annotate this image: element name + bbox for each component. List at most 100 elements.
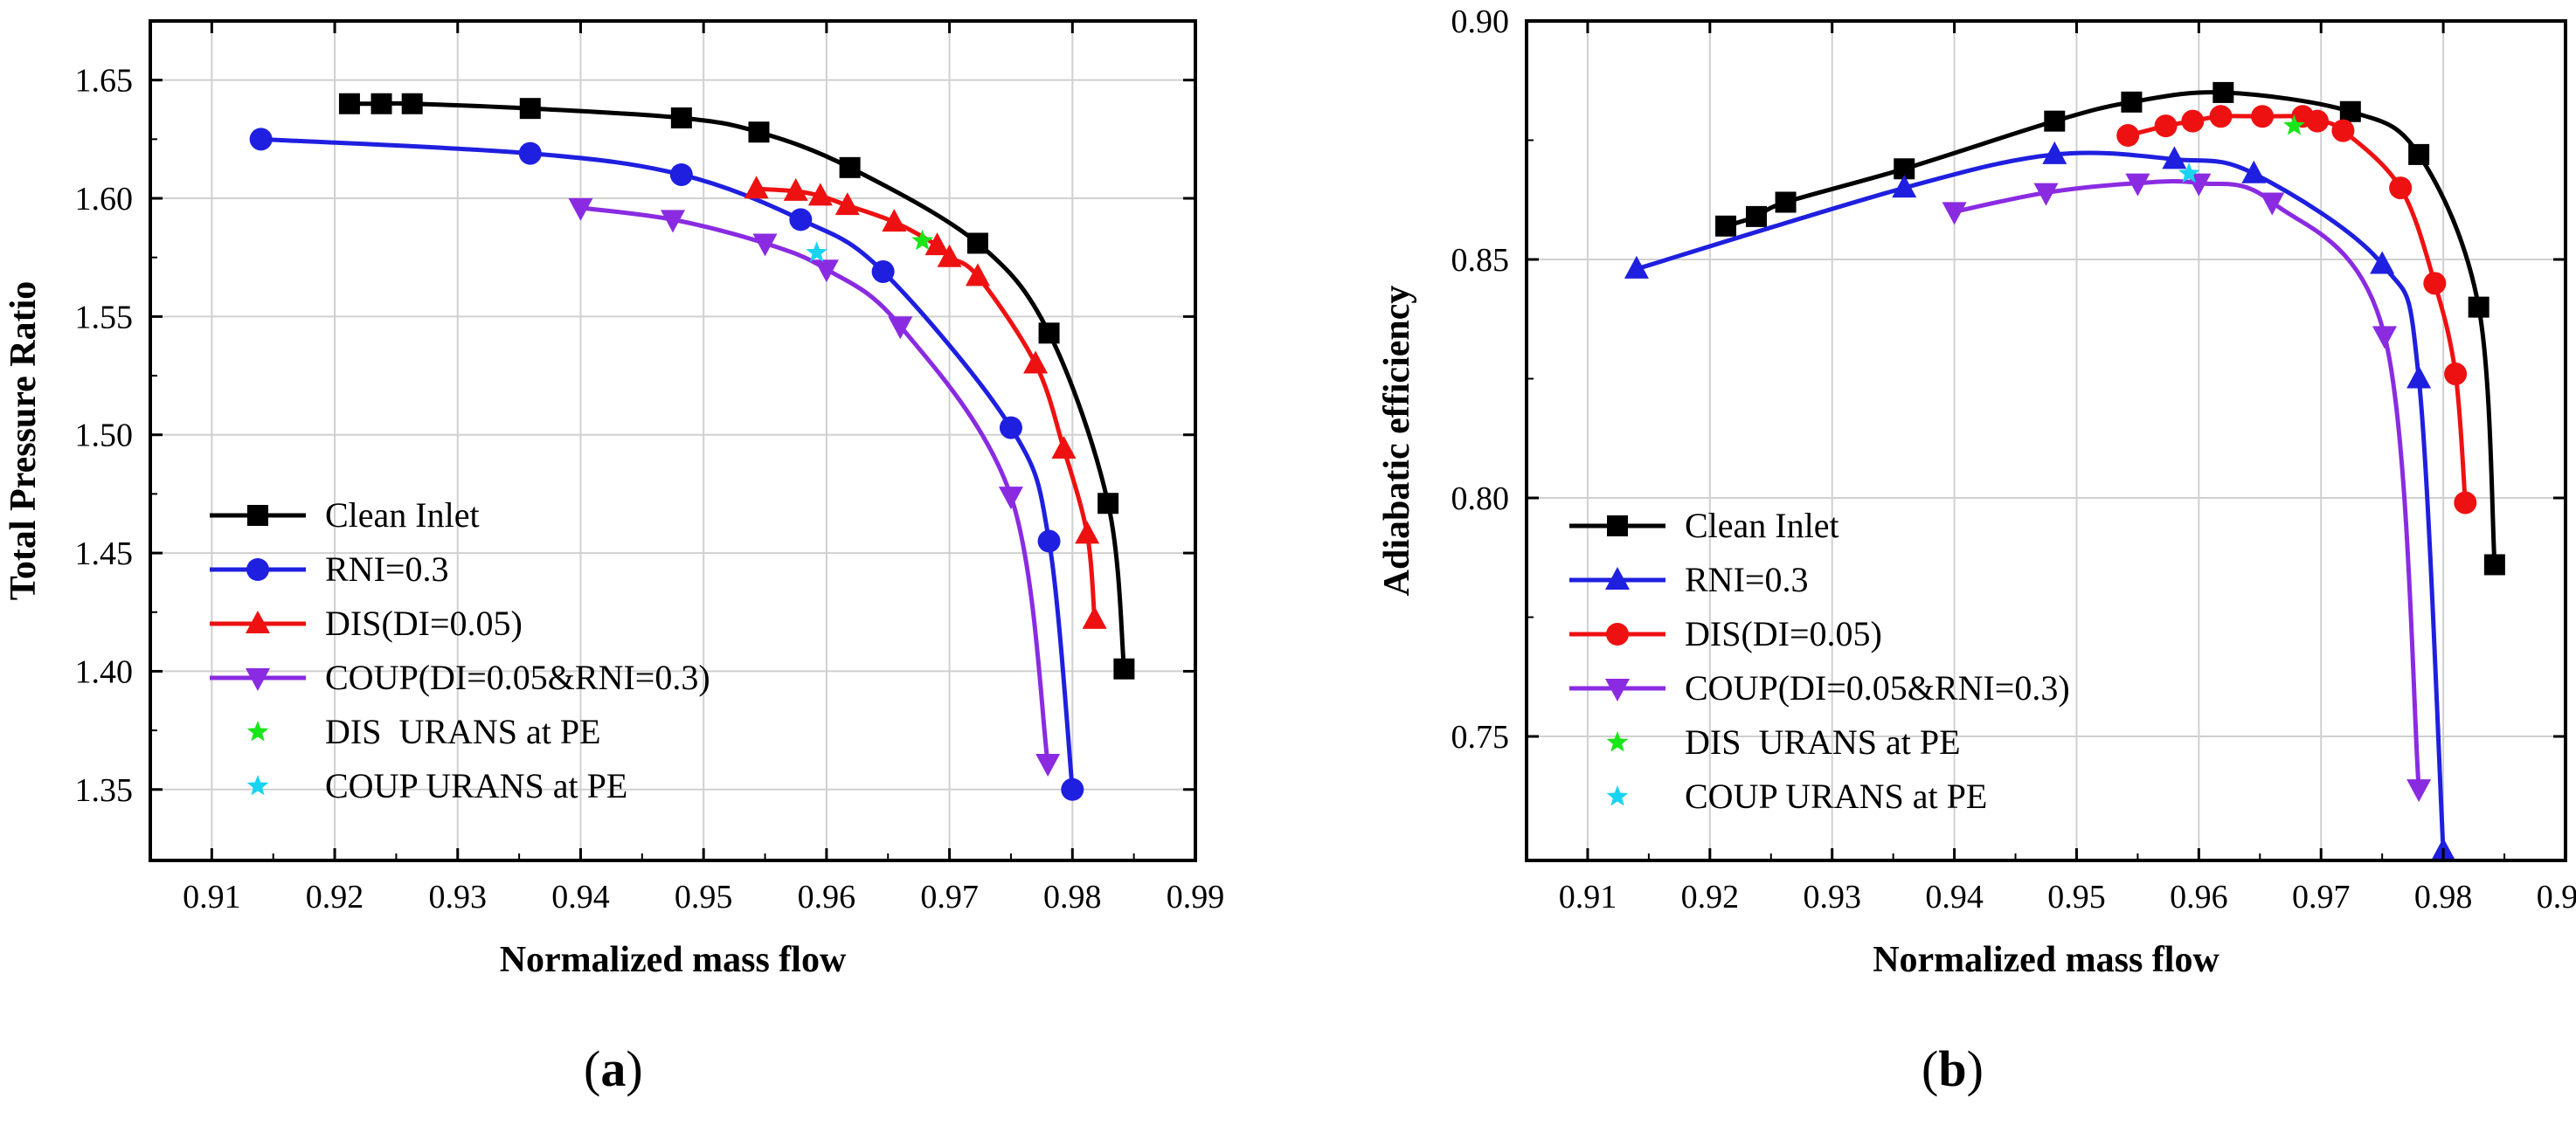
panel-b-point-clean-inlet-9	[2468, 296, 2489, 318]
panel-a-point-coup-di-0-05-rni-0-3-3	[814, 259, 839, 283]
panel-a-point-clean-inlet-2	[401, 93, 423, 114]
panel-a-legend-item-coup-di-0-05-rni-0-3: COUP(DI=0.05&RNI=0.3)	[210, 658, 710, 697]
panel-b-legend-marker-rni-0-3	[1605, 567, 1630, 590]
panel-b-legend-marker-coup-urans-at-pe	[1606, 785, 1629, 806]
panel-b-point-clean-inlet-8	[2408, 143, 2430, 165]
panel-b-point-rni-0-3-2	[2042, 141, 2067, 164]
panel-b-legend-label-coup-di-0-05-rni-0-3: COUP(DI=0.05&RNI=0.3)	[1685, 668, 2070, 708]
panel-a-legend-item-dis-urans-at-pe: DIS URANS at PE	[246, 712, 601, 751]
panel-a-legend-item-coup-urans-at-pe: COUP URANS at PE	[246, 766, 627, 805]
panel-a-point-dis-urans-at-pe-0	[911, 229, 933, 251]
panel-a-xtick-label-2: 0.93	[429, 879, 488, 915]
panel-b-xtick-label-7: 0.98	[2414, 879, 2473, 915]
panel-b-legend-item-dis-di-0-05: DIS(DI=0.05)	[1569, 614, 1882, 653]
panel-a-ytick-label-3: 1.50	[75, 418, 134, 454]
panel-b-ytick-label-1: 0.80	[1451, 480, 1510, 517]
panel-a-point-rni-0-3-2	[669, 162, 693, 186]
panel-a-point-clean-inlet-10	[1113, 658, 1135, 680]
panel-b-series-coup-di-0-05-rni-0-3	[1942, 173, 2432, 803]
panel-a-point-rni-0-3-6	[1037, 529, 1061, 553]
panel-a-legend-marker-dis-urans-at-pe	[246, 721, 269, 742]
panel-a-axes-frame	[149, 19, 1197, 862]
panel-b-point-clean-inlet-5	[2121, 91, 2143, 113]
panel-a-point-clean-inlet-9	[1098, 493, 1119, 515]
panel-a-point-clean-inlet-0	[338, 93, 360, 114]
panel-a-xtick-label-4: 0.95	[675, 879, 733, 915]
panel-a-legend: Clean Inlet RNI=0.3 DIS(DI=0.05) COUP(DI=0.…	[210, 495, 710, 805]
panel-label-a-letter: a	[600, 1040, 627, 1097]
panel-a-legend-label-clean-inlet: Clean Inlet	[325, 495, 480, 535]
panel-a-point-dis-di-0-05-9	[1051, 435, 1077, 459]
panel-a-series-clean-inlet	[338, 93, 1135, 680]
panel-a-point-coup-urans-at-pe-0	[806, 241, 828, 262]
panel-a-point-coup-di-0-05-rni-0-3-5	[998, 487, 1023, 510]
panel-b-legend-marker-clean-inlet	[1607, 515, 1628, 536]
panel-b-legend-label-dis-urans-at-pe: DIS URANS at PE	[1685, 722, 1961, 762]
panel-a-legend-item-rni-0-3: RNI=0.3	[210, 549, 448, 589]
panel-b-legend-marker-dis-di-0-05	[1606, 623, 1629, 646]
panel-a-point-rni-0-3-7	[1061, 777, 1084, 801]
panel-b-point-coup-di-0-05-rni-0-3-2	[2125, 173, 2150, 197]
panel-b-legend-item-coup-urans-at-pe: COUP URANS at PE	[1606, 777, 1987, 816]
panel-a-xtick-label-3: 0.94	[551, 879, 610, 915]
panel-a-grid	[150, 21, 1196, 860]
panel-b-line-dis-di-0-05	[2125, 114, 2468, 505]
panel-a-point-dis-di-0-05-1	[783, 177, 808, 201]
panel-a-legend-marker-coup-di-0-05-rni-0-3	[246, 668, 270, 691]
panel-b-legend-label-clean-inlet: Clean Inlet	[1685, 506, 1839, 545]
panel-a-point-clean-inlet-5	[748, 121, 770, 143]
panel-a-xtick-label-0: 0.91	[183, 879, 241, 915]
panel-b-point-dis-di-0-05-3	[2209, 105, 2233, 128]
panel-a-ytick-label-4: 1.55	[75, 299, 134, 335]
panel-a-point-rni-0-3-1	[518, 142, 542, 165]
panel-a-ytick-label-6: 1.65	[75, 63, 134, 100]
panel-b-legend-item-dis-urans-at-pe: DIS URANS at PE	[1606, 722, 1961, 762]
panel-b-legend-item-coup-di-0-05-rni-0-3: COUP(DI=0.05&RNI=0.3)	[1569, 668, 2070, 708]
panel-a-point-coup-di-0-05-rni-0-3-6	[1035, 754, 1061, 777]
panel-a-series-coup-urans-at-pe	[806, 241, 828, 262]
panel-a-point-dis-di-0-05-3	[834, 192, 860, 216]
panel-b-point-rni-0-3-3	[2162, 146, 2187, 169]
panel-a-series-coup-di-0-05-rni-0-3	[568, 197, 1061, 777]
panel-b-xtick-label-1: 0.92	[1681, 879, 1740, 915]
panel-b-point-dis-di-0-05-7	[2331, 119, 2355, 142]
panel-a-point-clean-inlet-6	[839, 156, 861, 178]
panel-a-legend-label-rni-0-3: RNI=0.3	[325, 549, 448, 589]
panel-b-point-rni-0-3-5	[2370, 251, 2395, 274]
panel-label-b: (b)	[1922, 1040, 1984, 1097]
panel-b-legend-label-rni-0-3: RNI=0.3	[1685, 560, 1808, 599]
panel-a-xtick-label-8: 0.99	[1167, 879, 1225, 915]
panel-a-point-coup-di-0-05-rni-0-3-0	[568, 197, 593, 221]
panel-a-point-dis-di-0-05-5	[924, 232, 950, 256]
panel-b-xtick-label-0: 0.91	[1559, 879, 1617, 915]
panel-a-point-dis-di-0-05-4	[882, 209, 907, 232]
panel-a-point-dis-di-0-05-6	[937, 244, 962, 267]
panel-b-xtick-label-4: 0.95	[2047, 879, 2106, 915]
panel-b-point-coup-urans-at-pe-0	[2178, 162, 2200, 183]
panel-b-xtick-label-6: 0.97	[2292, 879, 2351, 915]
panel-b-legend-marker-dis-urans-at-pe	[1606, 731, 1629, 752]
panel-b-legend-label-coup-urans-at-pe: COUP URANS at PE	[1685, 777, 1987, 816]
panel-b-series-coup-urans-at-pe	[2178, 162, 2200, 183]
panel-b-point-clean-inlet-6	[2212, 81, 2234, 103]
panel-b-line-coup-di-0-05-rni-0-3	[1952, 179, 2421, 791]
panel-a-point-coup-di-0-05-rni-0-3-4	[888, 316, 913, 340]
panel-b-point-coup-di-0-05-rni-0-3-5	[2372, 326, 2397, 349]
panel-a-point-dis-di-0-05-2	[807, 183, 833, 206]
panel-a-xtick-label-1: 0.92	[306, 879, 364, 915]
panel-b-series-dis-di-0-05	[2116, 105, 2477, 515]
panel-b-point-coup-di-0-05-rni-0-3-6	[2406, 779, 2432, 803]
panel-a-series-dis-urans-at-pe	[911, 229, 933, 251]
panel-a-point-clean-inlet-7	[966, 232, 988, 254]
panel-b-point-rni-0-3-6	[2406, 365, 2432, 389]
panel-a-xtick-label-7: 0.98	[1043, 879, 1102, 915]
panel-a-point-dis-di-0-05-11	[1082, 605, 1107, 629]
panel-b-legend-label-dis-di-0-05: DIS(DI=0.05)	[1685, 614, 1882, 653]
panel-b-point-dis-di-0-05-2	[2181, 109, 2205, 133]
panel-a-ytick-label-1: 1.40	[75, 653, 134, 690]
panel-b-point-clean-inlet-7	[2339, 100, 2361, 122]
panel-b-point-clean-inlet-0	[1715, 215, 1737, 237]
panel-b-point-rni-0-3-1	[1892, 175, 1917, 198]
panel-b-point-clean-inlet-10	[2483, 554, 2505, 576]
